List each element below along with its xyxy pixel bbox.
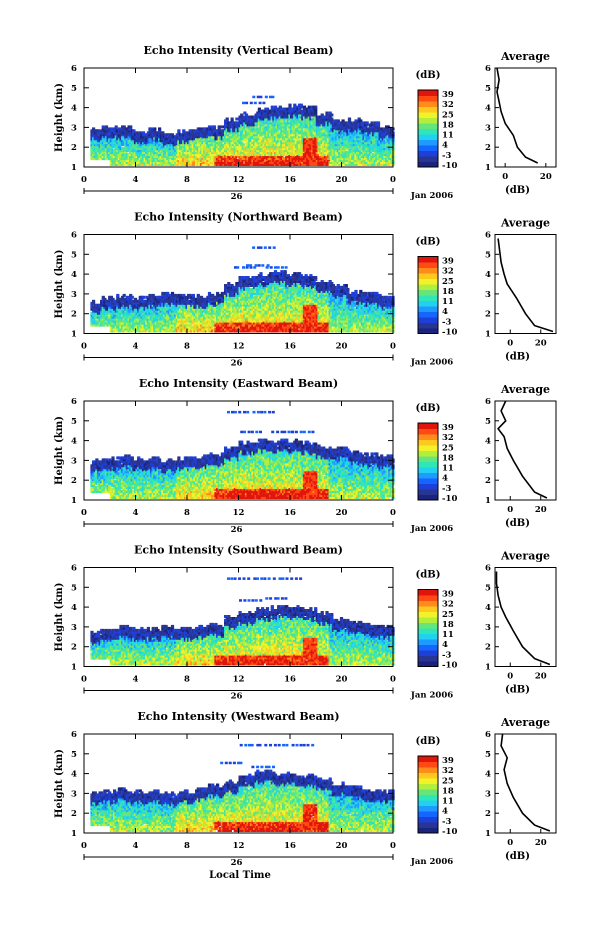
cell [158, 127, 161, 130]
cell [226, 118, 229, 121]
cell [161, 131, 164, 134]
cell [105, 125, 108, 128]
cell [213, 125, 216, 128]
cell [182, 129, 185, 132]
cell [177, 129, 180, 132]
heatmap [90, 96, 394, 166]
figure: Echo Intensity (Vertical Beam)123456Heig… [0, 0, 610, 929]
panel-0: Echo Intensity (Vertical Beam)123456Heig… [54, 44, 556, 202]
cell [132, 129, 135, 132]
cell [219, 125, 222, 128]
cell [129, 125, 132, 128]
cell [115, 125, 118, 128]
cell [153, 127, 156, 130]
panel-title: Echo Intensity (Vertical Beam) [143, 44, 333, 57]
